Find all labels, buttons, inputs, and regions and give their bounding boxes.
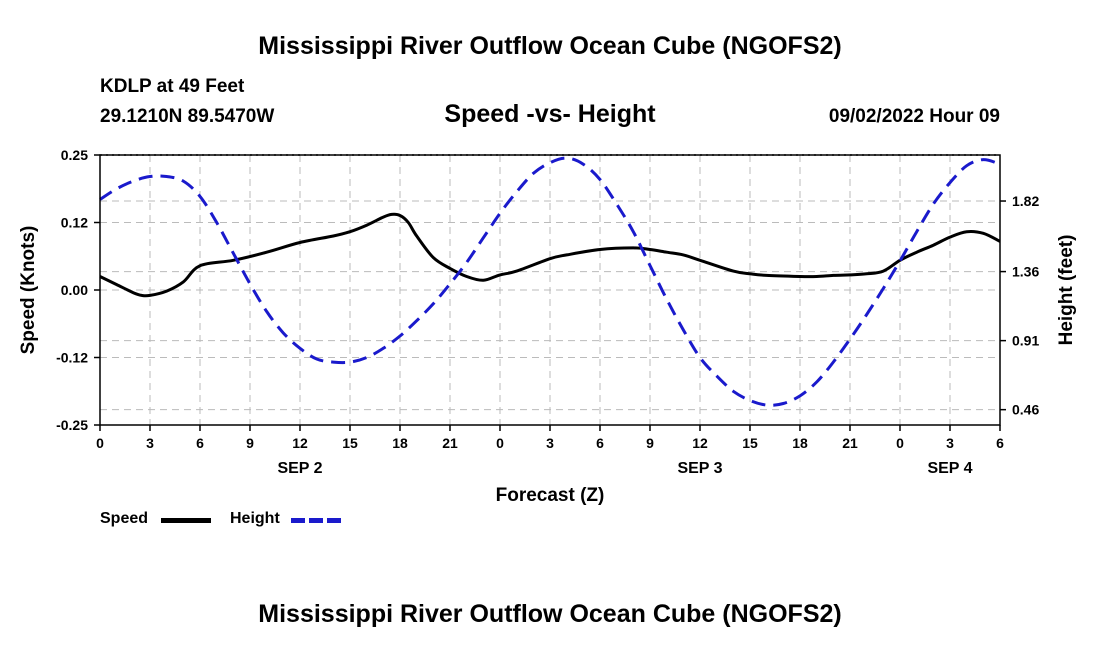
- series-lines: [99, 156, 1001, 407]
- y2-tick-label: 1.82: [1012, 193, 1039, 209]
- x-tick-label: 3: [946, 435, 954, 451]
- y-tick-label: 0.00: [61, 282, 88, 298]
- x-tick-label: 3: [146, 435, 154, 451]
- y-tick-label: 0.12: [61, 215, 88, 231]
- x-tick-label: 6: [996, 435, 1004, 451]
- x-tick-label: 12: [692, 435, 708, 451]
- legend-height-label: Height: [230, 510, 280, 527]
- x-tick-label: 9: [646, 435, 654, 451]
- x-tick-label: 18: [392, 435, 408, 451]
- date-label: SEP 4: [927, 460, 972, 477]
- x-tick-label: 6: [596, 435, 604, 451]
- x-tick-label: 6: [196, 435, 204, 451]
- legend-speed-swatch: [161, 518, 211, 523]
- x-tick-label: 3: [546, 435, 554, 451]
- x-tick-label: 0: [96, 435, 104, 451]
- y2-axis-label: Height (feet): [1056, 235, 1077, 346]
- speed-height-chart: 0 3 6 9 12 15 18 21 0 3 6 9 12 15 18 21 0 3 6 0.25 0.12 0.00 -…: [18, 147, 1077, 506]
- chart-subtitle: Speed -vs- Height: [444, 100, 656, 128]
- forecast-datetime: 09/02/2022 Hour 09: [828, 106, 1000, 127]
- x-tick-label: 15: [342, 435, 358, 451]
- y2-tick-label: 0.46: [1012, 402, 1039, 418]
- x-tick-label: 9: [246, 435, 254, 451]
- y-tick-label: -0.12: [56, 350, 88, 366]
- x-axis-label: Forecast (Z): [496, 485, 605, 506]
- legend-height-swatch: [291, 518, 341, 523]
- x-tick-label: 18: [792, 435, 808, 451]
- x-tick-label: 21: [442, 435, 458, 451]
- station-label: KDLP at 49 Feet: [100, 76, 245, 97]
- y-tick-label: -0.25: [56, 417, 88, 433]
- date-label: SEP 2: [277, 460, 322, 477]
- date-label: SEP 3: [677, 460, 722, 477]
- x-tick-label: 12: [292, 435, 308, 451]
- axis-ticks: 0 3 6 9 12 15 18 21 0 3 6 9 12 15 18 21 0 3 6 0.25 0.12 0.00 -…: [56, 147, 1039, 477]
- station-coordinates: 29.1210N 89.5470W: [100, 106, 275, 127]
- chart-title: Mississippi River Outflow Ocean Cube (NG…: [258, 32, 842, 60]
- series-line-speed: [99, 212, 1001, 298]
- y2-tick-label: 1.36: [1012, 264, 1039, 280]
- legend-speed-label: Speed: [100, 510, 149, 527]
- y-tick-label: 0.25: [61, 147, 88, 163]
- x-tick-label: 21: [842, 435, 858, 451]
- x-tick-label: 15: [742, 435, 758, 451]
- x-tick-label: 0: [896, 435, 904, 451]
- x-tick-label: 0: [496, 435, 504, 451]
- grid-lines: [99, 154, 1001, 426]
- footer-title: Mississippi River Outflow Ocean Cube (NG…: [258, 600, 842, 628]
- y2-tick-label: 0.91: [1012, 333, 1039, 349]
- y-axis-label: Speed (Knots): [18, 226, 39, 355]
